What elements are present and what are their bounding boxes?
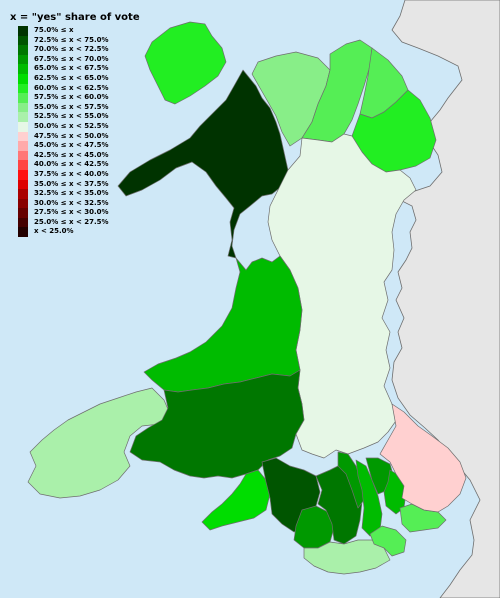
legend-row: 27.5% ≤ x < 30.0%: [8, 208, 158, 218]
map-legend: x = "yes" share of vote 75.0% ≤ x 72.5% ≤…: [8, 12, 158, 238]
region-anglesey: [144, 21, 227, 105]
legend-row: 62.5% ≤ x < 65.0%: [8, 73, 158, 84]
legend-label: 72.5% ≤ x < 75.0%: [34, 35, 109, 44]
legend-label: 40.0% ≤ x < 42.5%: [34, 160, 109, 169]
legend-label: 25.0% ≤ x < 27.5%: [34, 217, 109, 226]
legend-swatch: [18, 26, 28, 36]
legend-label: 52.5% ≤ x < 55.0%: [34, 112, 109, 121]
legend-swatch: [18, 131, 28, 142]
region-swansea: [201, 469, 271, 531]
legend-swatch: [18, 227, 28, 238]
legend-label: 35.0% ≤ x < 37.5%: [34, 179, 109, 188]
legend-swatch: [18, 179, 28, 190]
legend-row: 47.5% ≤ x < 50.0%: [8, 131, 158, 142]
england-landmass: [391, 0, 500, 598]
legend-row: 57.5% ≤ x < 60.0%: [8, 93, 158, 103]
legend-label: 50.0% ≤ x < 52.5%: [34, 121, 109, 130]
legend-label: 75.0% ≤ x: [34, 26, 74, 34]
legend-label: 42.5% ≤ x < 45.0%: [34, 150, 109, 159]
legend-row: 37.5% ≤ x < 40.0%: [8, 169, 158, 180]
legend-swatch: [18, 217, 28, 228]
legend-swatch: [18, 189, 28, 199]
legend-rows: 75.0% ≤ x 72.5% ≤ x < 75.0% 70.0% ≤ x < 72…: [8, 26, 158, 238]
legend-swatch: [18, 45, 28, 55]
legend-label: 45.0% ≤ x < 47.5%: [34, 141, 109, 150]
legend-swatch: [18, 64, 28, 74]
region-cardiff: [369, 525, 407, 557]
region-pembrokeshire: [27, 387, 171, 499]
legend-swatch: [18, 141, 28, 151]
legend-label: 27.5% ≤ x < 30.0%: [34, 208, 109, 217]
legend-row: 72.5% ≤ x < 75.0%: [8, 35, 158, 46]
legend-swatch: [18, 35, 28, 46]
legend-swatch: [18, 83, 28, 94]
legend-swatch: [18, 198, 28, 209]
legend-label: 65.0% ≤ x < 67.5%: [34, 64, 109, 73]
legend-row: 40.0% ≤ x < 42.5%: [8, 160, 158, 170]
legend-row: 52.5% ≤ x < 55.0%: [8, 112, 158, 122]
legend-label: x < 25.0%: [34, 227, 74, 236]
legend-swatch: [18, 169, 28, 180]
legend-swatch: [18, 121, 28, 132]
legend-row: 50.0% ≤ x < 52.5%: [8, 121, 158, 132]
region-merthyr-tydfil: [337, 451, 365, 509]
legend-label: 62.5% ≤ x < 65.0%: [34, 73, 109, 82]
legend-row: 42.5% ≤ x < 45.0%: [8, 150, 158, 161]
legend-row: 25.0% ≤ x < 27.5%: [8, 217, 158, 228]
legend-title: x = "yes" share of vote: [10, 12, 140, 23]
legend-row: x < 25.0%: [8, 227, 158, 238]
legend-swatch: [18, 73, 28, 84]
region-monmouthshire: [379, 403, 467, 513]
region-vale-of-glamorgan: [303, 539, 391, 575]
legend-row: 65.0% ≤ x < 67.5%: [8, 64, 158, 74]
legend-swatch: [18, 160, 28, 170]
region-gwynedd: [117, 69, 289, 259]
legend-row: 60.0% ≤ x < 62.5%: [8, 83, 158, 94]
region-ceredigion: [143, 255, 303, 393]
legend-label: 55.0% ≤ x < 57.5%: [34, 102, 109, 111]
legend-label: 32.5% ≤ x < 35.0%: [34, 189, 109, 198]
legend-row: 30.0% ≤ x < 32.5%: [8, 198, 158, 209]
legend-label: 30.0% ≤ x < 32.5%: [34, 198, 109, 207]
legend-row: 55.0% ≤ x < 57.5%: [8, 102, 158, 113]
legend-swatch: [18, 208, 28, 218]
legend-swatch: [18, 93, 28, 103]
legend-label: 67.5% ≤ x < 70.0%: [34, 54, 109, 63]
legend-row: 75.0% ≤ x: [8, 26, 158, 36]
legend-swatch: [18, 112, 28, 122]
legend-row: 67.5% ≤ x < 70.0%: [8, 54, 158, 65]
legend-swatch: [18, 150, 28, 161]
legend-row: 32.5% ≤ x < 35.0%: [8, 189, 158, 199]
legend-label: 47.5% ≤ x < 50.0%: [34, 131, 109, 140]
legend-label: 70.0% ≤ x < 72.5%: [34, 45, 109, 54]
legend-row: 45.0% ≤ x < 47.5%: [8, 141, 158, 151]
legend-row: 70.0% ≤ x < 72.5%: [8, 45, 158, 55]
legend-row: 35.0% ≤ x < 37.5%: [8, 179, 158, 190]
region-carmarthenshire: [129, 369, 305, 479]
legend-label: 57.5% ≤ x < 60.0%: [34, 93, 109, 102]
legend-swatch: [18, 102, 28, 113]
legend-label: 37.5% ≤ x < 40.0%: [34, 169, 109, 178]
legend-label: 60.0% ≤ x < 62.5%: [34, 83, 109, 92]
legend-swatch: [18, 54, 28, 65]
